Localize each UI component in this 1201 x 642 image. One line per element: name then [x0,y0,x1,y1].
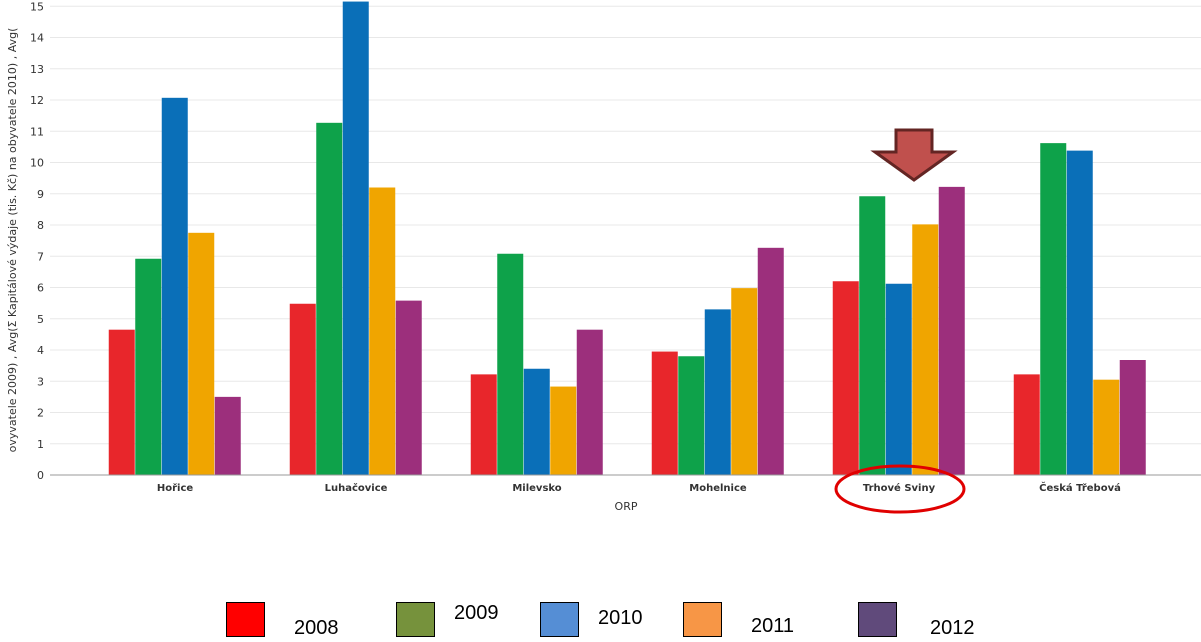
x-tick-label: Milevsko [512,483,561,494]
highlight-ellipse [834,464,966,514]
bar [832,281,859,475]
y-tick-label: 10 [30,157,44,170]
legend-swatch [683,602,722,637]
y-axis-title: ovyvatele 2009) , Avg(Σ Kapitálové výdaj… [6,28,19,453]
x-tick-label: Mohelnice [689,483,747,494]
y-tick-label: 0 [37,469,44,482]
y-tick-label: 11 [30,125,44,138]
y-tick-label: 6 [37,282,44,295]
bar [369,187,396,475]
bar [1013,374,1040,475]
bar [576,329,603,475]
y-tick-label: 3 [37,375,44,388]
bar [161,97,188,475]
bar [523,368,550,475]
legend-label: 2009 [454,602,499,624]
bar [550,386,577,475]
grid-lines [50,5,1201,476]
y-tick-label: 15 [30,0,44,13]
x-tick-labels: Hořice Luhačovice Milevsko Mohelnice Trhové … [157,481,1121,494]
bar [497,253,524,475]
bar [731,288,758,475]
bar [859,196,886,475]
y-tick-label: 13 [30,63,44,76]
x-tick-label: Luhačovice [325,482,388,494]
bar [135,258,162,475]
legend-label: 2011 [751,615,795,637]
legend-swatch [858,602,897,637]
legend-swatch [396,602,435,637]
legend-label: 2012 [930,617,975,639]
bar [912,224,939,475]
legend-label: 2010 [598,607,643,629]
legend-label: 2008 [294,617,339,639]
bar [1093,379,1120,475]
x-tick-label: Trhové Sviny [863,482,936,494]
x-axis-title: ORP [615,500,638,513]
bar [1119,360,1146,475]
y-tick-label: 14 [30,32,44,45]
highlight-marker [834,128,966,514]
bar [1066,150,1093,475]
bar [395,300,422,475]
y-tick-label: 9 [37,188,44,201]
bar [704,309,731,475]
bar [214,396,241,475]
y-tick-label: 12 [30,94,44,107]
bar [938,186,965,475]
bar [316,122,343,475]
bar [108,329,135,475]
bar [188,232,215,475]
bar [651,351,678,475]
y-tick-label: 7 [37,250,44,263]
bar [1040,143,1067,475]
y-tick-label: 5 [37,313,44,326]
bar [757,247,784,475]
down-arrow-icon [870,128,958,182]
y-tick-label: 1 [37,438,44,451]
y-tick-label: 8 [37,219,44,232]
legend-swatch [226,602,265,637]
bar [342,1,369,475]
x-tick-label: Česká Třebová [1039,481,1121,494]
y-tick-label: 2 [37,407,44,420]
bar [289,303,316,475]
bar [885,283,912,475]
legend-swatch [540,602,579,637]
bar [678,356,705,475]
y-tick-label: 4 [37,344,44,357]
x-tick-label: Hořice [157,482,194,494]
bar [470,374,497,475]
bars [108,1,1146,475]
